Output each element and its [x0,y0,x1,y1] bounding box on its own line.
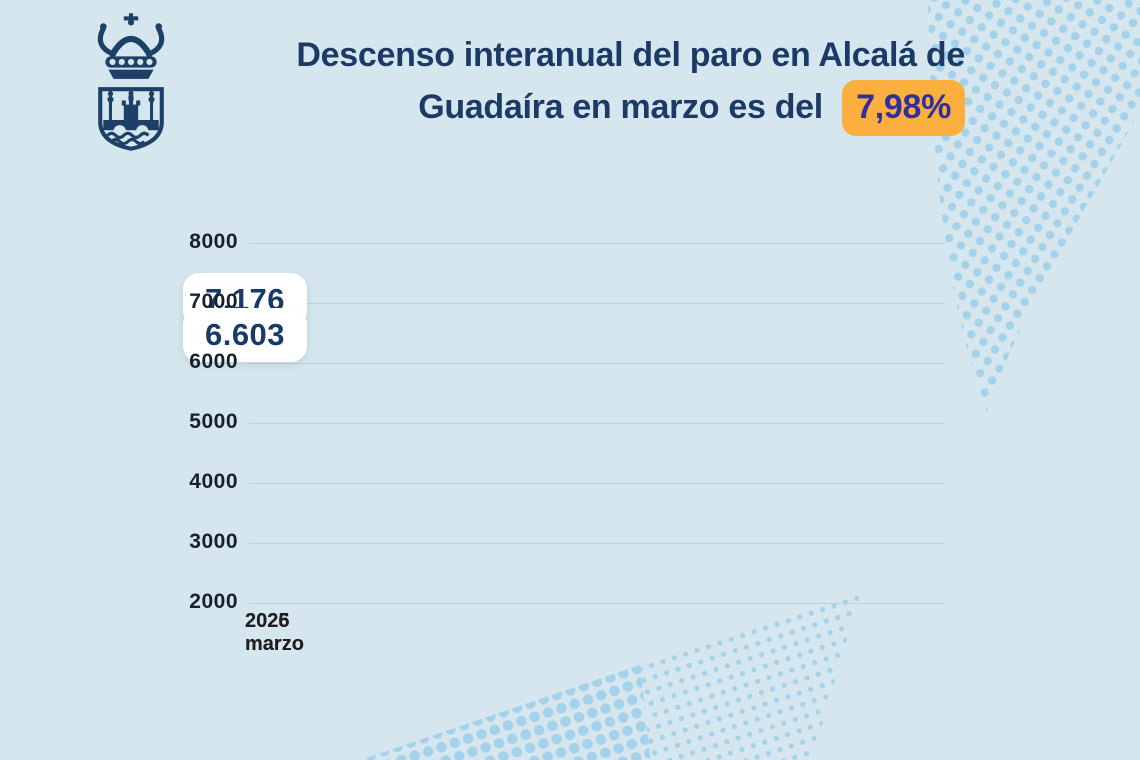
title-line-2: Guadaíra en marzo es del 7,98% [170,80,965,136]
title-line-1: Descenso interanual del paro en Alcalá d… [296,36,965,74]
gridline [249,243,945,244]
y-axis-tick-label: 3000 [189,530,238,553]
y-axis-tick-label: 4000 [189,470,238,493]
percentage-highlight-badge: 7,98% [842,80,965,136]
gridline [249,423,945,424]
y-axis-tick-label: 7000 [189,290,238,313]
crown-icon [97,13,165,79]
y-axis: 8000 7000 6000 5000 4000 3000 2000 [140,230,238,613]
shield-icon [98,87,164,151]
gridline [249,483,945,484]
y-axis-tick-label: 5000 [189,410,238,433]
gridline [249,543,945,544]
city-crest-logo [97,13,165,151]
y-axis-tick-label: 2000 [189,590,238,613]
gridline [249,303,945,304]
plot-area: 7.176 2025 marzo 6.603 2026 marzo [182,243,945,655]
gridline [249,603,945,604]
y-axis-tick-label: 6000 [189,350,238,373]
gridline [249,363,945,364]
value-label-pill: 6.603 [182,307,308,362]
title-line-2-text: Guadaíra en marzo es del [418,88,823,126]
y-axis-tick-label: 8000 [189,230,238,253]
page-title: Descenso interanual del paro en Alcalá d… [170,30,965,136]
